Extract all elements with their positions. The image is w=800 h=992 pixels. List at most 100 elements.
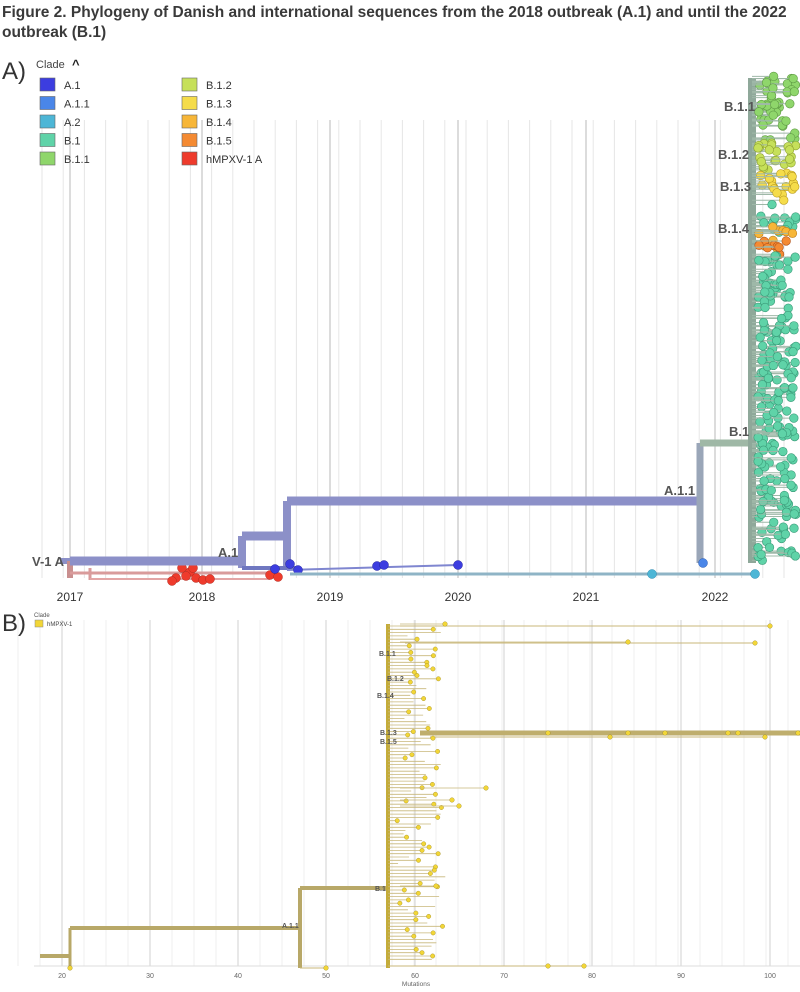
tip-node (758, 445, 769, 455)
axis-tick-label: 2017 (57, 590, 84, 604)
clade-label: V-1 A (32, 554, 65, 569)
panel-a: B.1.1 B.1.2 B.1.3 B.1.4 B.1 A.1.1 A.1 V-1 A 201… (0, 57, 800, 608)
tip-node (786, 133, 796, 143)
tip-node (483, 785, 489, 791)
tip-node (433, 883, 439, 889)
legend-header: Clade (34, 613, 50, 619)
panel-letter-a: A) (2, 58, 26, 85)
tip-node (772, 421, 783, 431)
legend-swatch (39, 114, 56, 129)
legend-item-label: B.1.4 (206, 117, 232, 129)
tip-node (403, 798, 409, 804)
tip-node (404, 834, 409, 840)
tip-node (270, 564, 280, 574)
tip-node (767, 623, 773, 629)
axis-tick-label: 70 (500, 973, 508, 980)
tip-node (777, 429, 787, 439)
tip-node (647, 569, 657, 579)
legend-item-label: B.1.2 (206, 80, 232, 92)
axis-title: Mutations (402, 981, 431, 987)
clade-label: B.1.4 (377, 693, 394, 700)
legend-swatch (39, 151, 56, 166)
legend-item-label: B.1.5 (206, 136, 232, 148)
tip-node (67, 965, 73, 971)
legend-a: Clade ^ A.1 A.1.1 A.2 B.1 B.1.1 B.1.2 B.1.3 B.1.4… (36, 57, 263, 166)
tip-node (777, 280, 787, 291)
tip-node (435, 748, 440, 754)
tip-node (427, 871, 433, 876)
tip-node (763, 373, 773, 383)
tip-node (379, 560, 389, 570)
axis-tick-label: 2022 (702, 590, 729, 604)
tip-node (406, 897, 411, 903)
tip-node (425, 725, 431, 731)
tip-node (781, 116, 791, 126)
tip-node (405, 732, 411, 738)
tip-node (431, 653, 436, 659)
tip-node (430, 666, 436, 672)
tip-node (786, 453, 796, 463)
tip-node (790, 357, 800, 368)
tip-node (790, 182, 800, 192)
tip-node (753, 467, 764, 477)
tip-node (784, 292, 794, 302)
tip-node (442, 621, 448, 627)
tip-node (783, 264, 793, 274)
tip-node (413, 917, 419, 923)
clade-label: A.1 (218, 545, 238, 560)
tip-node (786, 392, 796, 402)
tip-node (545, 730, 551, 736)
axis-tick-label: 50 (322, 973, 330, 980)
clade-label: B.1.2 (718, 147, 749, 162)
clade-labels-b: B.1.1 B.1.2 B.1.4 B.1.3 B.1.5 B.1 A.1.1 (282, 651, 404, 930)
tip-node (788, 383, 798, 393)
tip-node (772, 188, 782, 198)
tip-node (768, 83, 778, 93)
legend-swatch (39, 96, 56, 110)
tip-node (788, 347, 798, 357)
tip-node (435, 814, 441, 820)
axis-tick-label: 20 (58, 973, 66, 980)
tip-node (755, 332, 765, 342)
tip-node (768, 445, 778, 456)
tip-node (767, 199, 777, 210)
tip-node (430, 930, 436, 936)
tip-node (416, 824, 421, 830)
tip-node (789, 509, 799, 519)
tip-node (402, 755, 408, 761)
tip-node (607, 734, 613, 740)
axis-tick-label: 80 (588, 973, 596, 980)
tip-node (784, 145, 795, 155)
tip-node (786, 373, 796, 383)
tip-node (735, 730, 741, 736)
tip-node (419, 950, 425, 956)
tip-node (419, 847, 425, 853)
tip-node (411, 669, 417, 675)
tip-node (430, 626, 436, 632)
tip-node (764, 542, 775, 553)
tip-node (410, 729, 416, 735)
clade-label: B.1.1 (724, 99, 755, 114)
tree-b (40, 621, 800, 971)
clade-label: B.1 (375, 886, 386, 893)
tip-node (771, 327, 781, 337)
tip-node (440, 923, 445, 929)
tip-node (755, 417, 765, 427)
clade-label: A.1.1 (282, 923, 299, 930)
tip-node (426, 706, 432, 711)
tip-node (753, 432, 763, 443)
tip-node (766, 485, 776, 496)
tip-node (426, 844, 432, 850)
clade-label: B.1.2 (387, 676, 404, 683)
tip-node (771, 336, 782, 346)
legend-swatch (34, 619, 44, 628)
tip-node (788, 73, 798, 84)
clade-label: B.1.5 (380, 739, 397, 746)
clade-label: B.1 (729, 424, 749, 439)
clade-label: B.1.3 (380, 730, 397, 737)
timetree-a: B.1.1 B.1.2 B.1.3 B.1.4 B.1 A.1.1 A.1 V-1 A 201… (32, 57, 800, 604)
tip-node (408, 656, 414, 662)
tip-node (795, 730, 800, 736)
tip-node (781, 507, 791, 518)
tip-node (404, 927, 410, 932)
